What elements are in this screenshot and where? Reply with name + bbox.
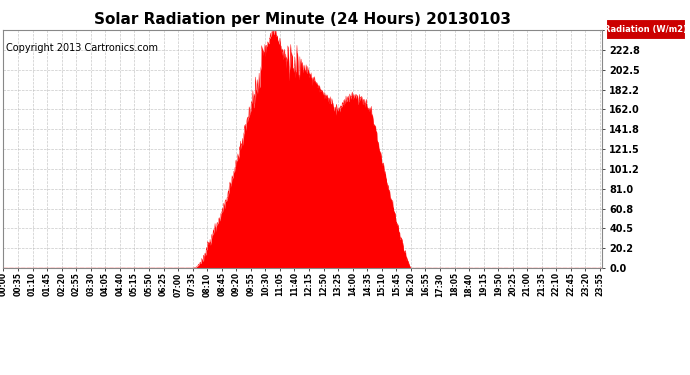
Text: Radiation (W/m2): Radiation (W/m2) [604, 25, 687, 34]
Text: Copyright 2013 Cartronics.com: Copyright 2013 Cartronics.com [6, 43, 157, 52]
Title: Solar Radiation per Minute (24 Hours) 20130103: Solar Radiation per Minute (24 Hours) 20… [94, 12, 511, 27]
